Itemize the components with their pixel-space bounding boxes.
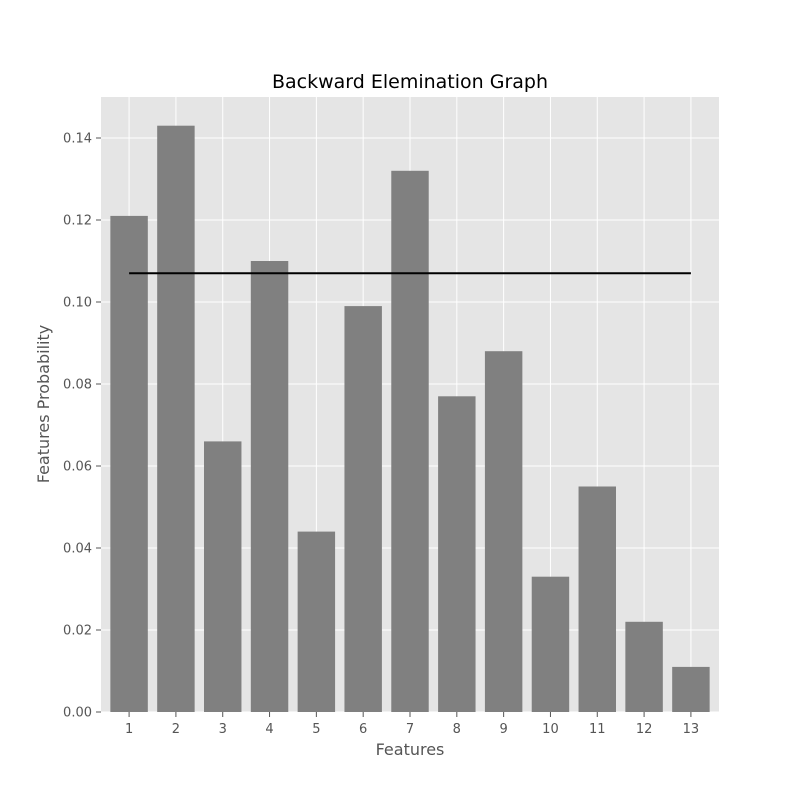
x-tick-label: 4	[265, 722, 273, 737]
bar-feature-12	[625, 621, 663, 712]
x-tick-label: 11	[589, 722, 606, 737]
y-axis-label: Features Probability	[34, 325, 53, 483]
bar-feature-5	[297, 531, 336, 712]
bars	[110, 125, 710, 713]
bar-feature-6	[344, 306, 382, 712]
x-tick-label: 7	[406, 722, 414, 737]
y-tick-label: 0.12	[63, 214, 92, 229]
x-tick-label: 3	[219, 722, 227, 737]
x-tick-label: 12	[636, 722, 653, 737]
y-tick-label: 0.00	[63, 706, 92, 721]
x-tick-label: 9	[499, 722, 507, 737]
bar-feature-13	[672, 666, 710, 712]
bar-feature-3	[204, 441, 242, 712]
bar-feature-2	[157, 125, 195, 712]
y-tick-label: 0.02	[63, 624, 92, 639]
x-tick-label: 6	[359, 722, 367, 737]
x-tick-label: 10	[542, 722, 559, 737]
y-tick-label: 0.04	[63, 542, 92, 557]
y-tick-label: 0.10	[63, 296, 92, 311]
x-tick-label: 13	[683, 722, 700, 737]
x-tick-label: 8	[453, 722, 461, 737]
y-tick-label: 0.06	[63, 460, 92, 475]
bar-feature-7	[391, 170, 429, 713]
bar-feature-10	[531, 576, 570, 712]
y-tick-label: 0.14	[63, 132, 92, 147]
x-tick-label: 1	[125, 722, 133, 737]
x-axis-label: Features	[376, 740, 445, 759]
bar-feature-4	[250, 261, 289, 712]
y-tick-label: 0.08	[63, 378, 92, 393]
chart-title: Backward Elemination Graph	[272, 71, 548, 93]
bar-feature-9	[484, 351, 523, 712]
x-tick-label: 5	[312, 722, 320, 737]
x-tick-label: 2	[172, 722, 180, 737]
axis-ticks: 0.000.020.040.060.080.100.120.141 2 3 4 5 6 7 8…	[63, 132, 699, 738]
bar-feature-8	[438, 396, 476, 712]
bar-feature-1	[110, 215, 148, 712]
bar-feature-11	[578, 486, 616, 712]
